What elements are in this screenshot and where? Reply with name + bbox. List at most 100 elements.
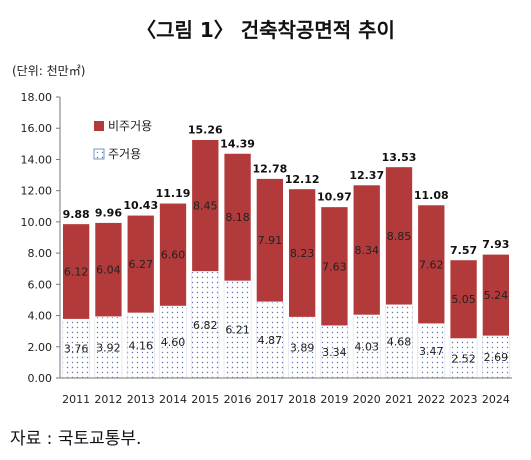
x-tick-label: 2015 xyxy=(191,393,219,406)
y-tick-label: 8.00 xyxy=(28,247,53,260)
non-residential-value-label: 8.18 xyxy=(225,211,250,224)
non-residential-value-label: 7.62 xyxy=(419,258,444,271)
x-axis: 2011 2012 2013 2014 2015 2016 2017 2018 2019 2020… xyxy=(60,377,512,406)
residential-value-label: 4.16 xyxy=(128,340,153,353)
legend-swatch-residential xyxy=(93,148,105,160)
bar-non-residential xyxy=(417,204,446,325)
residential-value-label: 3.76 xyxy=(64,343,89,356)
x-tick-label: 2012 xyxy=(94,393,122,406)
y-tick-label: 6.00 xyxy=(28,278,53,291)
y-tick-label: 10.00 xyxy=(21,216,53,229)
bar-non-residential xyxy=(62,223,91,320)
legend-label-non-residential: 비주거용 xyxy=(108,119,152,133)
bar-non-residential xyxy=(223,152,252,282)
legend-swatch-non-residential xyxy=(94,121,104,131)
total-value-label: 10.43 xyxy=(123,199,158,212)
bar-non-residential xyxy=(255,178,284,303)
residential-value-label: 4.60 xyxy=(161,336,186,349)
bar-residential xyxy=(126,312,155,379)
y-tick-label: 0.00 xyxy=(28,372,53,385)
total-value-label: 12.12 xyxy=(285,173,320,186)
legend-label-residential: 주거용 xyxy=(108,147,141,161)
total-value-label: 12.78 xyxy=(252,162,287,175)
bar-non-residential xyxy=(94,222,123,318)
total-value-label: 11.19 xyxy=(156,187,191,200)
residential-value-label: 3.89 xyxy=(290,342,315,355)
non-residential-value-label: 6.27 xyxy=(128,258,153,271)
bar-residential xyxy=(191,271,220,379)
residential-value-label: 3.92 xyxy=(96,341,121,354)
residential-value-label: 4.03 xyxy=(354,341,379,354)
x-tick-label: 2019 xyxy=(320,393,348,406)
non-residential-value-label: 6.60 xyxy=(161,249,186,262)
chart-title: 〈그림 1〉 건축착공면적 추이 xyxy=(136,18,395,42)
x-tick-label: 2011 xyxy=(62,393,90,406)
bar-residential xyxy=(352,314,381,379)
total-value-label: 10.97 xyxy=(317,191,352,204)
bar-residential xyxy=(320,325,349,379)
x-tick-label: 2020 xyxy=(353,393,381,406)
y-tick-label: 16.00 xyxy=(21,122,53,135)
bars: 3.76 6.12 9.88 3.92 6.04 9.96 4.16 6.27 10.43 4.6… xyxy=(62,124,510,379)
bar-residential xyxy=(255,301,284,379)
bar-non-residential xyxy=(481,253,510,337)
bar-non-residential xyxy=(320,206,349,327)
y-tick-label: 14.00 xyxy=(21,153,53,166)
total-value-label: 9.96 xyxy=(95,207,122,220)
x-tick-label: 2023 xyxy=(450,393,478,406)
residential-value-label: 4.68 xyxy=(387,335,412,348)
non-residential-value-label: 8.85 xyxy=(387,230,412,243)
bar-residential xyxy=(385,304,413,379)
total-value-label: 11.08 xyxy=(414,189,449,202)
bar-non-residential xyxy=(352,184,381,316)
bar-non-residential xyxy=(126,214,155,314)
residential-value-label: 4.87 xyxy=(258,334,283,347)
total-value-label: 12.37 xyxy=(349,169,384,182)
x-tick-label: 2024 xyxy=(482,393,510,406)
residential-value-label: 6.21 xyxy=(225,324,250,337)
non-residential-value-label: 8.23 xyxy=(290,247,315,260)
x-tick-label: 2017 xyxy=(256,393,284,406)
bar-residential xyxy=(223,280,252,379)
bar-residential xyxy=(62,319,91,379)
bar-non-residential xyxy=(191,139,220,272)
bar-non-residential xyxy=(288,188,317,318)
unit-label: (단위: 천만㎡) xyxy=(12,64,86,78)
non-residential-value-label: 5.05 xyxy=(451,293,476,306)
bar-non-residential xyxy=(159,202,187,307)
y-tick-label: 18.00 xyxy=(21,91,53,104)
y-axis: 0.00 2.00 4.00 6.00 8.00 10.00 12.00 14.00 16.00… xyxy=(21,91,61,385)
source-note: 자료 : 국토교통부. xyxy=(10,429,142,449)
non-residential-value-label: 5.24 xyxy=(484,289,509,302)
x-tick-label: 2016 xyxy=(224,393,252,406)
residential-value-label: 3.47 xyxy=(419,345,444,358)
total-value-label: 7.93 xyxy=(482,238,509,251)
non-residential-value-label: 7.63 xyxy=(322,260,347,273)
residential-value-label: 2.52 xyxy=(451,352,476,365)
x-tick-label: 2021 xyxy=(385,393,413,406)
x-tick-label: 2018 xyxy=(288,393,316,406)
x-tick-label: 2014 xyxy=(159,393,187,406)
y-tick-label: 2.00 xyxy=(28,341,53,354)
bar-residential xyxy=(94,316,123,379)
y-tick-label: 4.00 xyxy=(28,310,53,323)
residential-value-label: 6.82 xyxy=(193,319,218,332)
total-value-label: 7.57 xyxy=(450,244,477,257)
residential-value-label: 2.69 xyxy=(484,351,509,364)
total-value-label: 9.88 xyxy=(63,208,90,221)
x-tick-label: 2022 xyxy=(417,393,445,406)
total-value-label: 15.26 xyxy=(188,124,223,137)
non-residential-value-label: 8.34 xyxy=(354,244,379,257)
bar-residential xyxy=(288,316,317,379)
total-value-label: 14.39 xyxy=(220,137,255,150)
y-tick-label: 12.00 xyxy=(21,185,53,198)
non-residential-value-label: 6.12 xyxy=(64,266,89,279)
non-residential-value-label: 6.04 xyxy=(96,264,121,277)
total-value-label: 13.53 xyxy=(382,151,417,164)
residential-value-label: 3.34 xyxy=(322,346,347,359)
x-tick-label: 2013 xyxy=(127,393,155,406)
non-residential-value-label: 7.91 xyxy=(258,234,283,247)
bar-non-residential xyxy=(449,259,478,340)
